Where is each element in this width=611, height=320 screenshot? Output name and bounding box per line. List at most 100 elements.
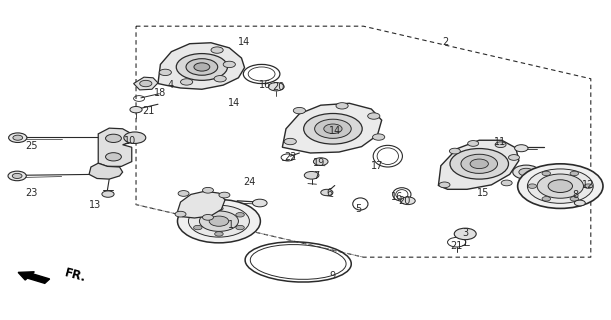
Circle shape: [202, 214, 213, 220]
Text: 7: 7: [313, 171, 319, 181]
Circle shape: [470, 159, 488, 169]
Text: 4: 4: [167, 80, 174, 90]
Circle shape: [527, 169, 593, 203]
Polygon shape: [439, 140, 519, 189]
Text: 20: 20: [272, 82, 284, 92]
Circle shape: [542, 171, 551, 176]
Circle shape: [186, 59, 218, 75]
Circle shape: [178, 191, 189, 196]
Text: 17: 17: [371, 161, 384, 172]
Circle shape: [124, 132, 146, 143]
Circle shape: [537, 174, 584, 198]
Circle shape: [12, 173, 22, 179]
Circle shape: [102, 191, 114, 197]
Circle shape: [439, 182, 450, 188]
Circle shape: [176, 53, 227, 80]
Circle shape: [223, 61, 235, 68]
Circle shape: [202, 188, 213, 193]
Text: 3: 3: [463, 228, 469, 238]
Text: 8: 8: [572, 190, 578, 200]
Polygon shape: [98, 128, 132, 166]
Text: 6: 6: [327, 188, 333, 198]
Text: 23: 23: [25, 188, 37, 198]
Text: 15: 15: [477, 188, 489, 198]
Circle shape: [130, 107, 142, 113]
Circle shape: [188, 205, 249, 237]
Circle shape: [214, 232, 223, 236]
Text: 16: 16: [391, 192, 403, 202]
Circle shape: [304, 114, 362, 144]
Text: 19: 19: [313, 158, 325, 168]
Circle shape: [574, 200, 585, 206]
Text: 10: 10: [125, 136, 137, 146]
Circle shape: [570, 171, 579, 176]
Circle shape: [199, 211, 238, 231]
Circle shape: [236, 212, 244, 217]
Text: 24: 24: [243, 177, 255, 187]
Circle shape: [268, 83, 284, 91]
Circle shape: [9, 133, 27, 142]
Circle shape: [514, 145, 528, 152]
Circle shape: [401, 197, 415, 204]
Text: 2: 2: [442, 37, 449, 47]
Circle shape: [219, 192, 230, 198]
Circle shape: [8, 171, 26, 181]
Ellipse shape: [251, 244, 346, 279]
Text: 1: 1: [228, 220, 234, 230]
Circle shape: [518, 164, 603, 208]
Text: 14: 14: [238, 37, 251, 47]
Polygon shape: [89, 163, 123, 179]
Circle shape: [373, 134, 385, 140]
Text: 12: 12: [582, 180, 594, 190]
Text: 13: 13: [89, 200, 101, 210]
Text: 21: 21: [142, 106, 155, 116]
Circle shape: [501, 180, 512, 186]
Text: 18: 18: [155, 88, 167, 98]
Circle shape: [293, 108, 306, 114]
Text: 22: 22: [284, 152, 296, 162]
Text: 11: 11: [494, 138, 507, 148]
Circle shape: [336, 103, 348, 109]
Circle shape: [159, 69, 172, 76]
Polygon shape: [134, 77, 158, 90]
Circle shape: [209, 216, 229, 226]
Circle shape: [467, 140, 478, 146]
Text: 9: 9: [330, 271, 336, 281]
Circle shape: [368, 113, 380, 119]
Circle shape: [508, 155, 519, 160]
Circle shape: [13, 135, 23, 140]
Circle shape: [495, 142, 506, 148]
Polygon shape: [158, 43, 244, 89]
Circle shape: [106, 153, 122, 161]
Circle shape: [180, 79, 192, 85]
Text: FR.: FR.: [63, 266, 87, 284]
Circle shape: [584, 184, 593, 188]
Circle shape: [211, 47, 223, 53]
Circle shape: [315, 119, 351, 138]
Text: 25: 25: [25, 141, 37, 151]
Circle shape: [528, 184, 536, 188]
Circle shape: [214, 76, 226, 82]
Text: 14: 14: [228, 98, 240, 108]
Polygon shape: [177, 191, 225, 218]
Circle shape: [450, 148, 508, 179]
Circle shape: [513, 165, 540, 179]
Circle shape: [252, 199, 267, 207]
Circle shape: [175, 211, 186, 217]
Text: 5: 5: [356, 204, 362, 214]
Circle shape: [449, 148, 460, 154]
Circle shape: [214, 206, 223, 211]
Text: 21: 21: [450, 241, 463, 251]
Circle shape: [236, 225, 244, 230]
Circle shape: [324, 124, 342, 133]
Circle shape: [304, 172, 319, 179]
Circle shape: [454, 228, 476, 240]
Circle shape: [519, 168, 533, 176]
Circle shape: [548, 180, 573, 193]
Polygon shape: [282, 103, 382, 153]
Text: 16: 16: [258, 80, 271, 90]
Circle shape: [140, 80, 152, 87]
Circle shape: [106, 134, 122, 142]
Circle shape: [194, 212, 202, 217]
Circle shape: [177, 199, 260, 243]
